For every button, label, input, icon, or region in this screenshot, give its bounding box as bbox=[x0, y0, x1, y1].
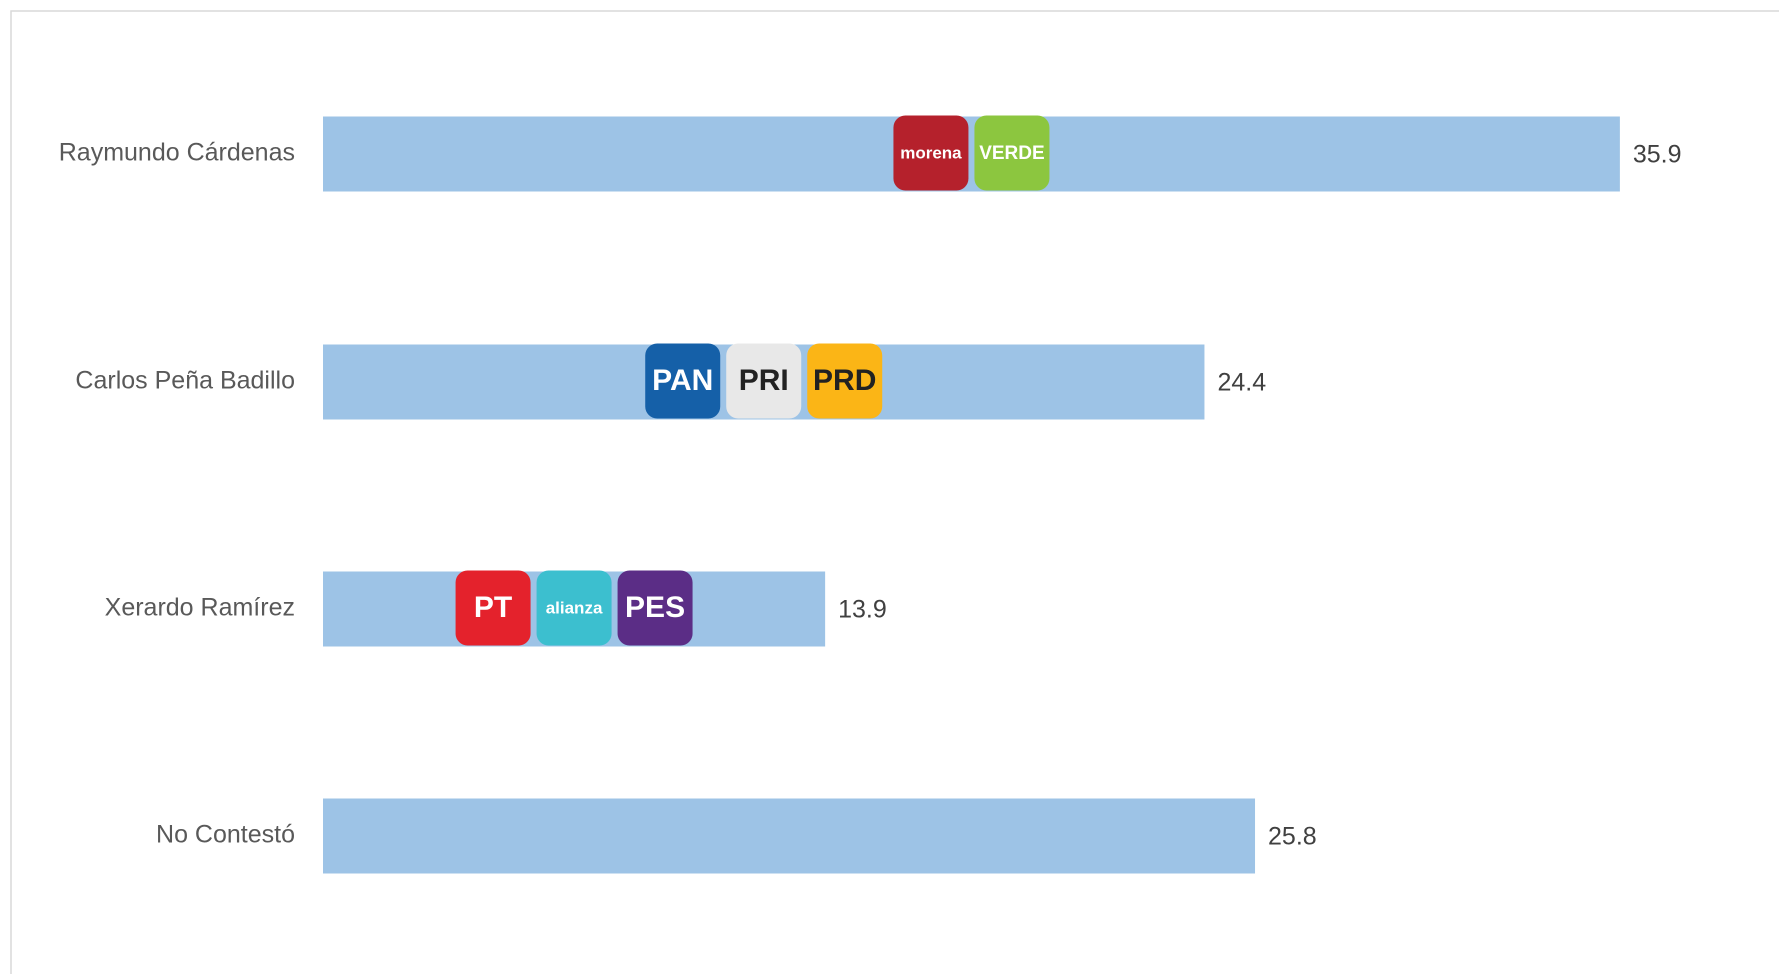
bar bbox=[323, 116, 1620, 192]
party-logo bbox=[455, 570, 531, 646]
category-label: Xerardo Ramírez bbox=[105, 594, 295, 622]
party-logo-text: morena bbox=[900, 143, 962, 162]
party-logo bbox=[726, 343, 802, 419]
party-logo bbox=[645, 343, 721, 419]
party-logo-text: alianza bbox=[546, 598, 603, 617]
party-logo bbox=[617, 570, 693, 646]
value-label: 35.9 bbox=[1633, 141, 1682, 169]
bar bbox=[323, 798, 1256, 874]
category-label: No Contestó bbox=[156, 821, 295, 849]
party-logo bbox=[536, 570, 612, 646]
party-logo bbox=[893, 115, 969, 191]
value-label: 24.4 bbox=[1217, 369, 1266, 397]
category-label: Raymundo Cárdenas bbox=[59, 139, 295, 167]
party-logo bbox=[807, 343, 883, 419]
party-logo-text: PRI bbox=[739, 364, 789, 397]
category-label: Carlos Peña Badillo bbox=[75, 367, 295, 395]
party-logo-text: PT bbox=[474, 591, 512, 624]
party-logo-text: PRD bbox=[813, 364, 876, 397]
value-label: 13.9 bbox=[838, 596, 887, 624]
party-logo bbox=[974, 115, 1050, 191]
party-logo-text: VERDE bbox=[979, 143, 1044, 164]
party-logo-text: PES bbox=[625, 591, 685, 624]
party-logo-text: PAN bbox=[652, 364, 713, 397]
value-label: 25.8 bbox=[1268, 823, 1317, 851]
